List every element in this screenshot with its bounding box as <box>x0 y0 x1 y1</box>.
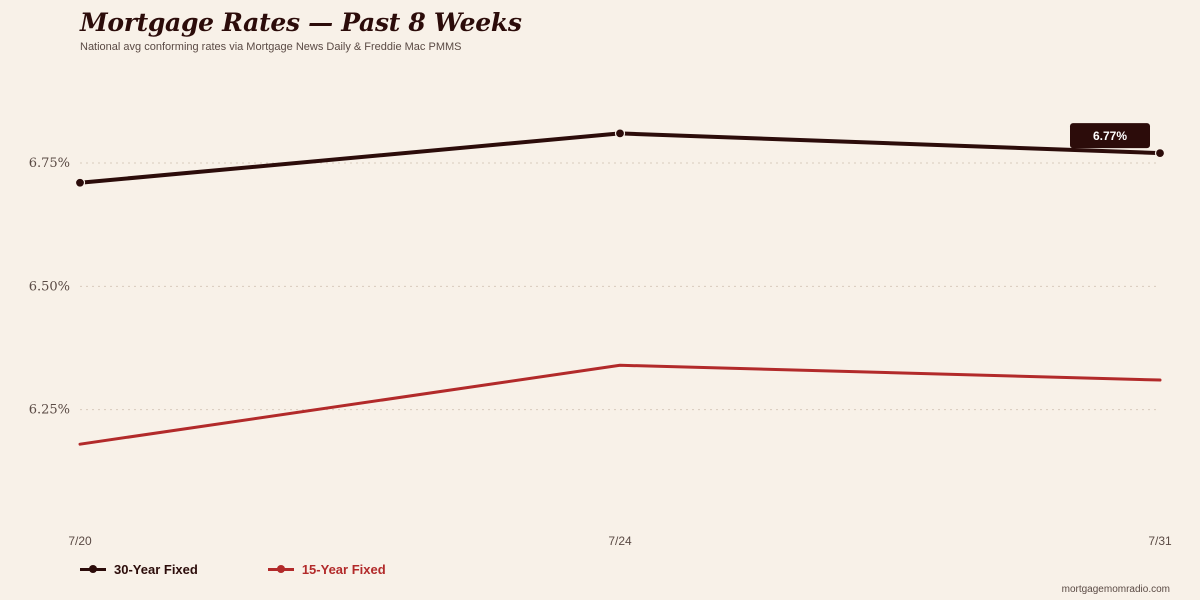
series-line-1 <box>78 363 1162 446</box>
legend-label-15-year: 15-Year Fixed <box>301 562 386 577</box>
x-tick-label-1: 7/24 <box>608 534 632 548</box>
chart-legend: 30-Year Fixed 15-Year Fixed <box>80 562 386 577</box>
chart-title: Mortgage Rates — Past 8 Weeks <box>80 8 522 37</box>
legend-swatch-30-year <box>80 565 106 573</box>
legend-label-30-year: 30-Year Fixed <box>114 562 198 577</box>
legend-swatch-15-year <box>267 565 294 573</box>
annotation-badge <box>1070 123 1150 149</box>
series-line-0 <box>78 131 1162 185</box>
y-tick-label-0: 6.25% <box>29 403 70 418</box>
data-point-0-2 <box>1154 148 1166 159</box>
legend-item-15-year[interactable]: 15-Year Fixed <box>267 562 386 577</box>
x-tick-label-0: 7/20 <box>68 534 92 548</box>
annotation-label: 6.77% <box>1093 129 1127 143</box>
chart-subtitle: National avg conforming rates via Mortga… <box>80 41 462 53</box>
data-point-0-1 <box>614 128 626 139</box>
data-point-0-0 <box>74 177 86 188</box>
source-credit: mortgagemomradio.com <box>1061 584 1170 595</box>
x-tick-label-2: 7/31 <box>1148 534 1172 548</box>
y-tick-label-2: 6.75% <box>29 156 70 171</box>
y-tick-label-1: 6.50% <box>29 279 70 294</box>
legend-item-30-year[interactable]: 30-Year Fixed <box>80 562 198 577</box>
